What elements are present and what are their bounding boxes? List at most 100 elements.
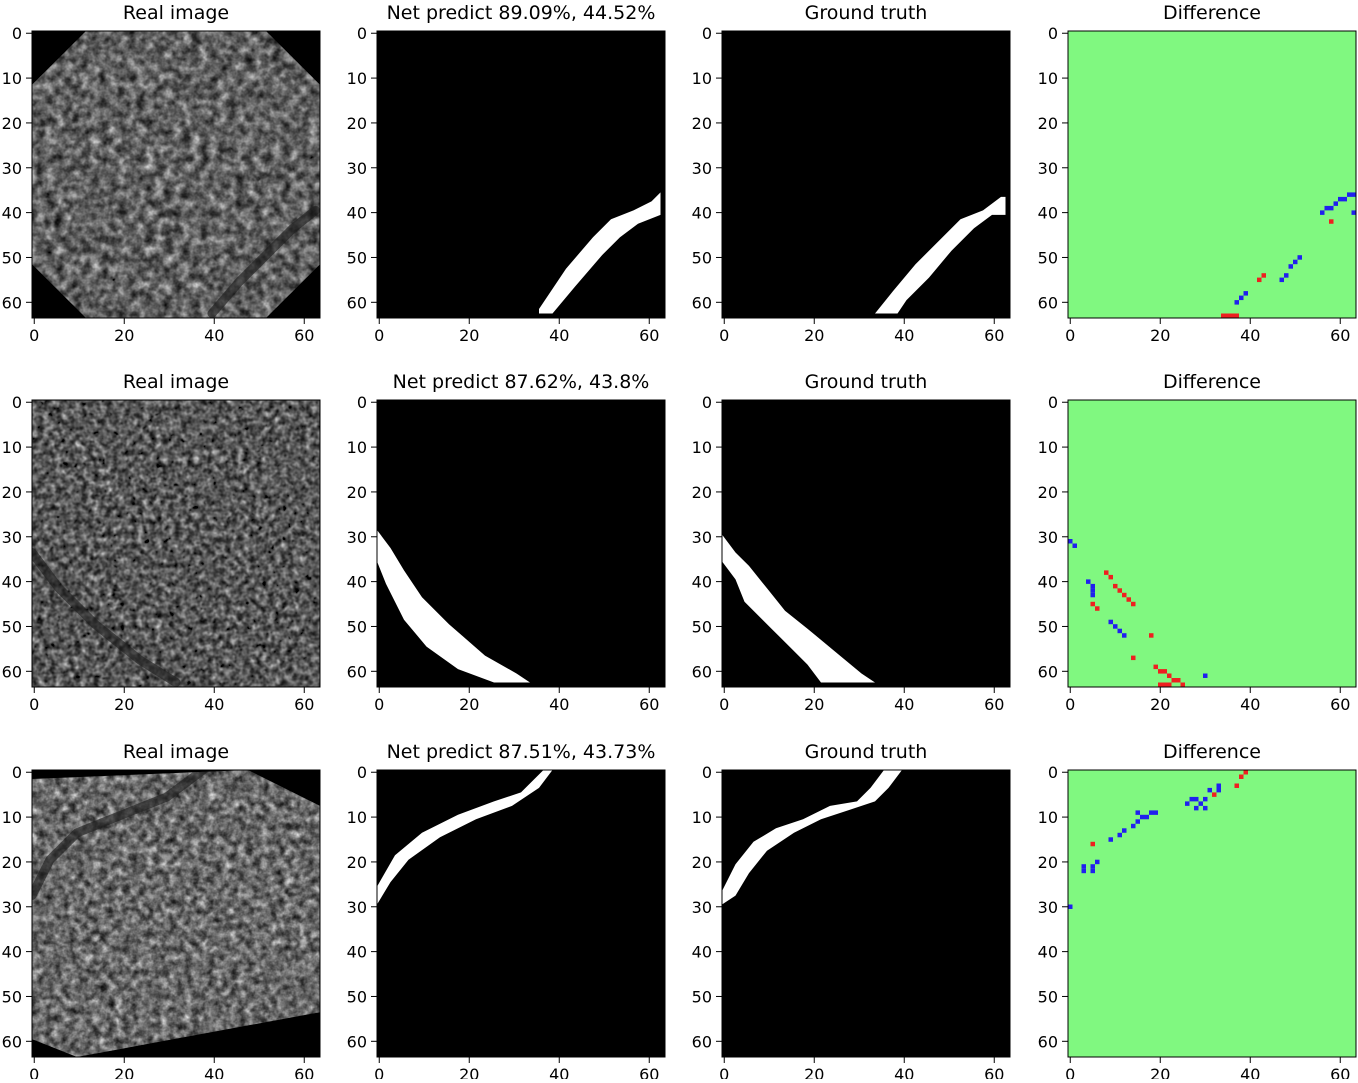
- y-tick-label: 10: [1038, 69, 1058, 88]
- panel-r1-c2: Net predict 89.09%, 44.52% 0 10 20 30 40 50 60 0…: [347, 2, 666, 345]
- false-negative-pixel: [1185, 801, 1190, 806]
- y-tick-label: 50: [2, 617, 22, 636]
- x-tick-label: 60: [1330, 695, 1350, 714]
- panel-title: Real image: [123, 371, 229, 393]
- x-tick-label: 0: [1065, 326, 1075, 345]
- x-tick-label: 0: [374, 326, 384, 345]
- false-positive-pixel: [1243, 770, 1248, 775]
- panel-title: Real image: [123, 741, 229, 763]
- false-negative-pixel: [1293, 259, 1298, 265]
- y-tick-label: 0: [12, 763, 22, 782]
- false-negative-pixel: [1194, 796, 1199, 802]
- panel-r2-c2: Net predict 87.62%, 43.8% 0 10 20 30 40 50 60 0 2…: [347, 371, 666, 714]
- y-tick-label: 30: [347, 528, 367, 547]
- y-tick-label: 0: [1048, 763, 1058, 782]
- panel-title: Ground truth: [805, 371, 928, 393]
- false-negative-pixel: [1072, 543, 1077, 548]
- y-tick-label: 60: [347, 662, 367, 681]
- y-tick-label: 10: [2, 438, 22, 457]
- mask-background: [722, 400, 1010, 687]
- false-positive-pixel: [1162, 682, 1167, 687]
- false-positive-pixel: [1257, 277, 1262, 283]
- y-tick-label: 60: [692, 293, 712, 312]
- y-tick-label: 0: [702, 393, 712, 412]
- y-tick-label: 20: [347, 853, 367, 872]
- y-tick-label: 50: [347, 987, 367, 1006]
- false-negative-pixel: [1203, 673, 1208, 678]
- false-positive-pixel: [1153, 664, 1158, 670]
- x-tick-label: 40: [894, 326, 914, 345]
- y-tick-label: 10: [692, 69, 712, 88]
- x-tick-label: 40: [549, 326, 569, 345]
- false-negative-pixel: [1113, 624, 1118, 629]
- false-positive-pixel: [1234, 783, 1239, 788]
- x-tick-label: 60: [639, 1065, 659, 1079]
- false-negative-pixel: [1090, 868, 1095, 874]
- y-tick-label: 20: [692, 483, 712, 502]
- false-negative-pixel: [1131, 823, 1136, 829]
- predicted-crack-mask: [377, 770, 553, 905]
- y-tick-label: 40: [1038, 204, 1058, 223]
- false-negative-pixel: [1203, 805, 1208, 811]
- false-positive-pixel: [1104, 570, 1109, 575]
- y-tick-label: 60: [692, 662, 712, 681]
- y-tick-label: 50: [1038, 987, 1058, 1006]
- false-positive-pixel: [1167, 673, 1172, 678]
- panel-r3-c4: Difference 0 10 20 30 40 50 60 0 20 40 60: [1038, 741, 1357, 1083]
- x-tick-label: 20: [114, 695, 134, 714]
- x-tick-label: 0: [374, 1065, 384, 1079]
- false-negative-pixel: [1117, 628, 1122, 634]
- crack-streak: [32, 548, 181, 687]
- y-tick-label: 20: [2, 853, 22, 872]
- false-negative-pixel: [1347, 192, 1352, 197]
- false-negative-pixel: [1351, 192, 1356, 197]
- y-tick-label: 10: [692, 438, 712, 457]
- panel-title: Net predict 87.51%, 43.73%: [387, 741, 656, 763]
- x-tick-label: 20: [459, 1065, 479, 1079]
- false-negative-pixel: [1194, 805, 1199, 811]
- x-tick-label: 40: [204, 695, 224, 714]
- x-tick-label: 20: [459, 695, 479, 714]
- panel-r2-c3: Ground truth 0 10 20 30 40 50 60 0 20 40 60: [692, 371, 1011, 714]
- false-negative-pixel: [1329, 205, 1334, 211]
- x-tick-label: 60: [294, 695, 314, 714]
- y-tick-label: 30: [2, 159, 22, 178]
- x-tick-label: 60: [639, 326, 659, 345]
- false-negative-pixel: [1090, 864, 1095, 869]
- false-negative-pixel: [1216, 783, 1221, 788]
- x-tick-label: 40: [549, 695, 569, 714]
- false-negative-pixel: [1122, 633, 1127, 638]
- y-tick-label: 20: [2, 483, 22, 502]
- false-positive-pixel: [1158, 669, 1163, 674]
- y-tick-label: 20: [692, 114, 712, 133]
- false-positive-pixel: [1108, 574, 1113, 580]
- false-positive-pixel: [1162, 669, 1167, 674]
- y-tick-label: 30: [692, 159, 712, 178]
- x-tick-label: 60: [294, 1065, 314, 1079]
- y-tick-label: 40: [2, 573, 22, 592]
- false-negative-pixel: [1144, 814, 1149, 820]
- false-positive-pixel: [1176, 678, 1181, 683]
- panel-title: Difference: [1163, 371, 1261, 393]
- false-positive-pixel: [1239, 774, 1244, 779]
- y-tick-label: 60: [347, 293, 367, 312]
- false-negative-pixel: [1149, 810, 1154, 815]
- mask-background: [377, 770, 665, 1057]
- y-tick-label: 0: [357, 393, 367, 412]
- x-tick-label: 0: [1065, 695, 1075, 714]
- y-tick-label: 30: [692, 898, 712, 917]
- false-positive-pixel: [1131, 655, 1136, 661]
- y-tick-label: 0: [12, 24, 22, 43]
- false-negative-pixel: [1081, 868, 1086, 874]
- panel-r3-c3: Ground truth 0 10 20 30 40 50 60 0 20 40 60: [692, 741, 1011, 1083]
- mask-background: [377, 31, 665, 318]
- mask-background: [377, 400, 665, 687]
- y-tick-label: 30: [347, 898, 367, 917]
- axes-frame: [31, 399, 321, 688]
- crack-streak: [207, 205, 320, 318]
- y-tick-label: 40: [692, 943, 712, 962]
- y-tick-label: 50: [692, 248, 712, 267]
- panel-title: Net predict 87.62%, 43.8%: [393, 371, 650, 393]
- y-tick-label: 60: [347, 1032, 367, 1051]
